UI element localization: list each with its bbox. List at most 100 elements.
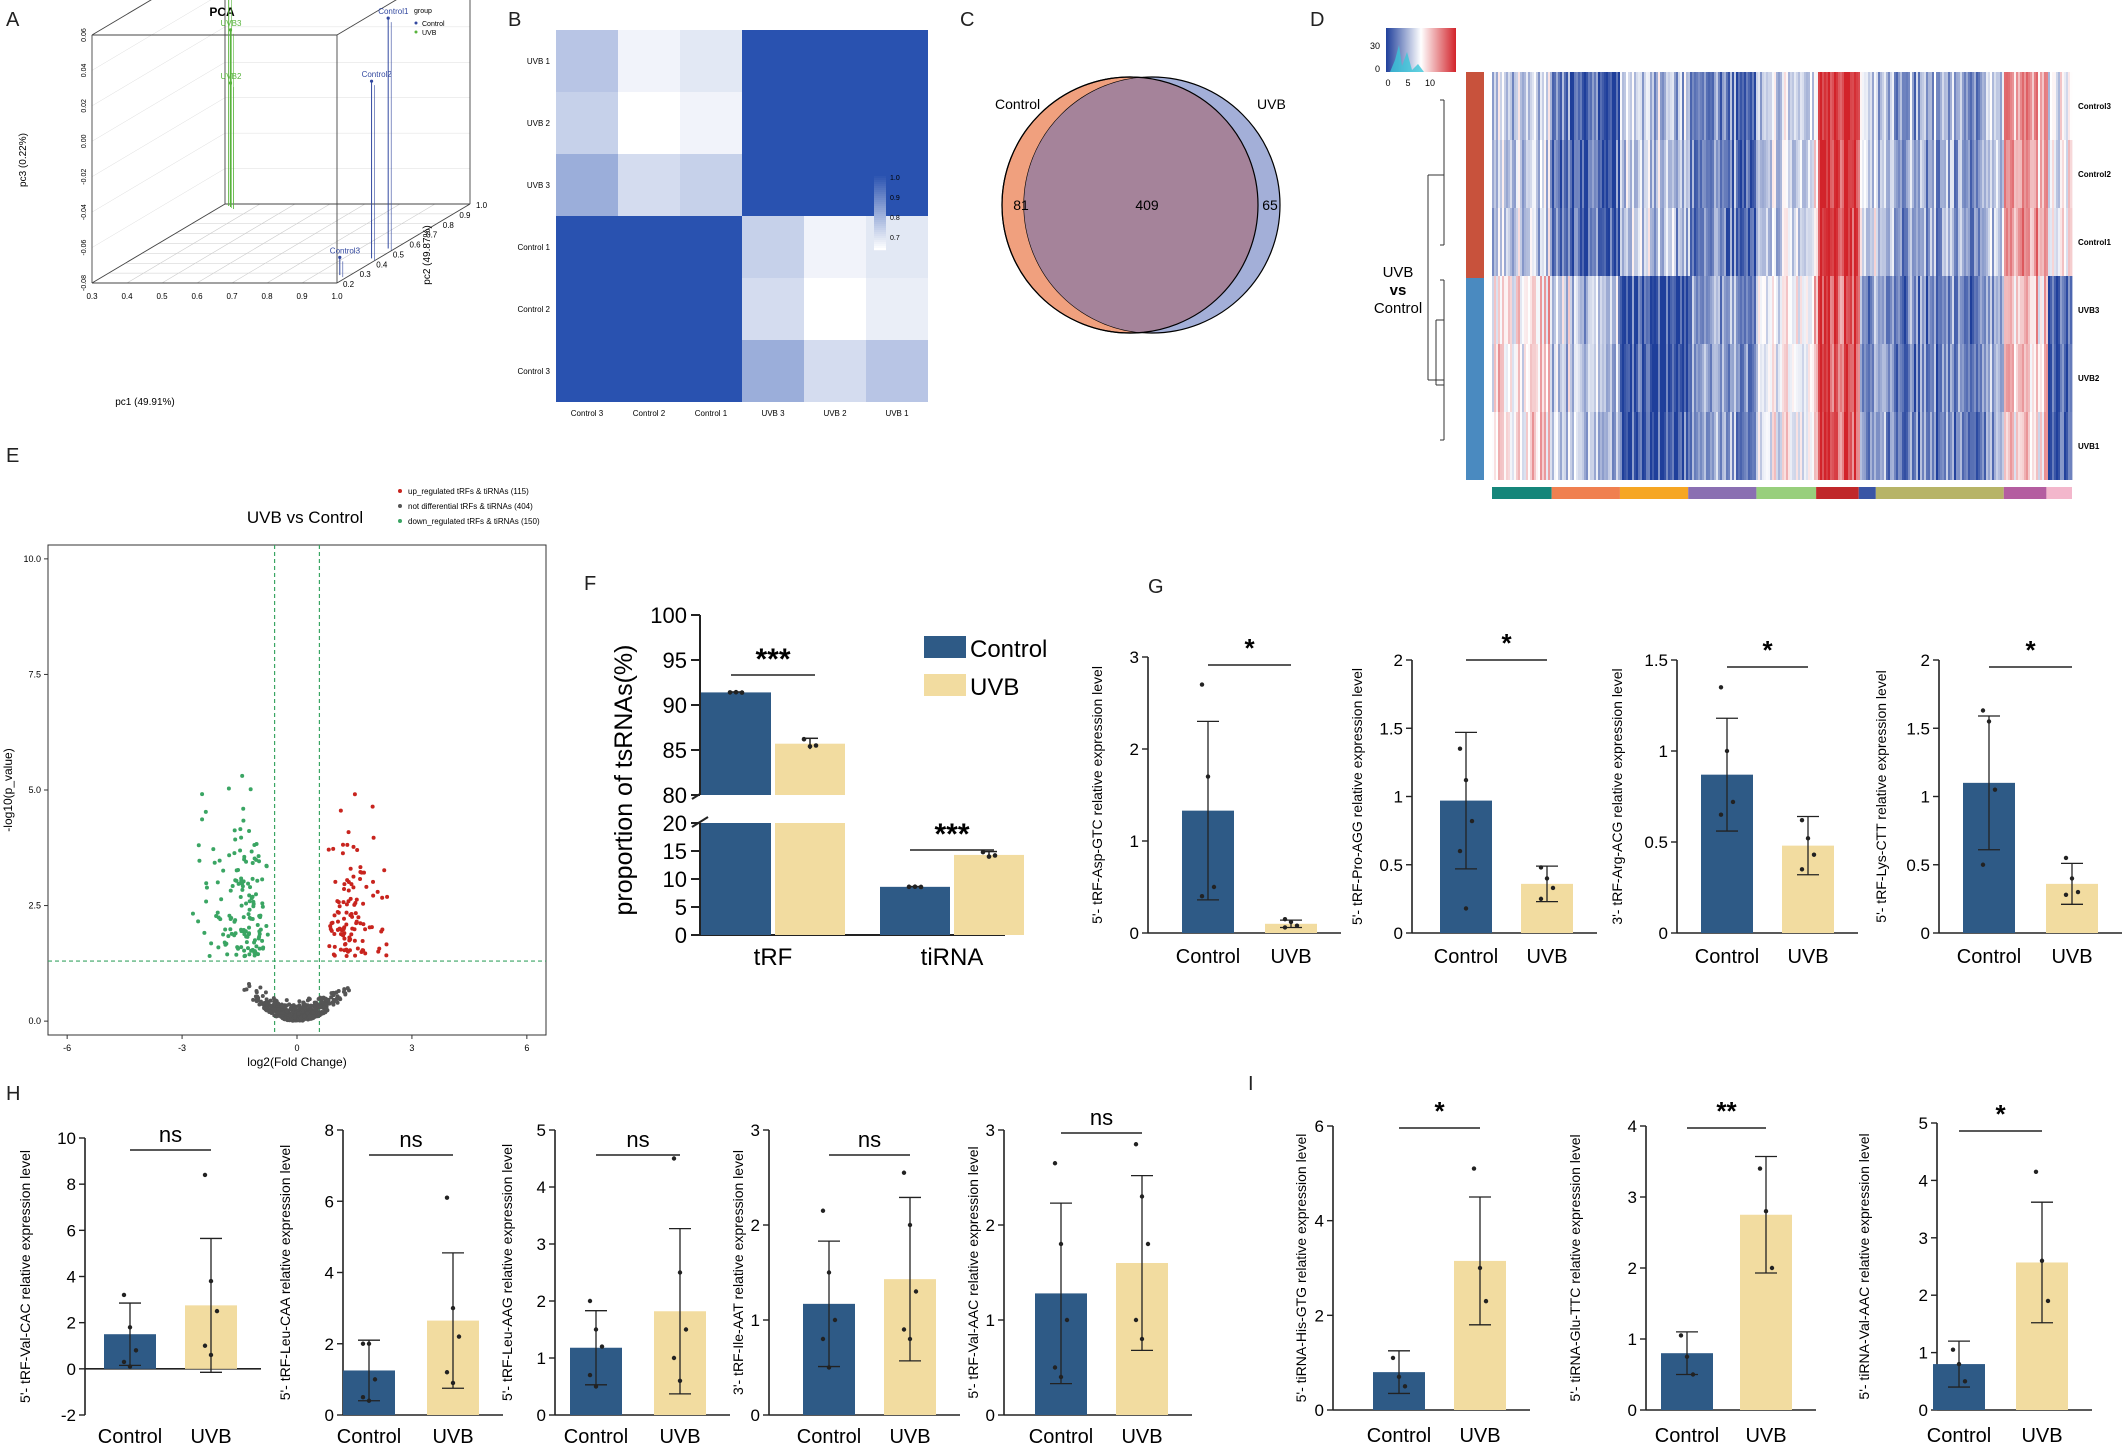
correlation-row-label: Control 2: [518, 305, 551, 314]
heat-cell: [1924, 344, 1927, 412]
heat-cell: [1690, 344, 1693, 412]
cluster-color-segment: [1858, 487, 1876, 499]
heat-cell: [1802, 276, 1805, 344]
heat-cell: [1678, 208, 1681, 276]
colorbar-tick: 0.7: [890, 235, 900, 242]
colorbar-step: [874, 238, 886, 241]
expression-point: [208, 1352, 214, 1358]
cluster-color-segment: [2003, 487, 2047, 499]
heat-cell: [1908, 72, 1911, 140]
heat-cell: [1896, 208, 1899, 276]
heat-cell: [1946, 344, 1949, 412]
heat-cell: [2016, 344, 2019, 412]
heat-cell: [1920, 276, 1923, 344]
heat-cell: [1606, 208, 1609, 276]
heat-cell: [1796, 72, 1799, 140]
heat-cell: [1936, 208, 1939, 276]
expression-ytick: 3: [1919, 1229, 1928, 1248]
expression-point: [1199, 894, 1205, 899]
heat-cell: [1560, 208, 1563, 276]
pca-point: [386, 16, 390, 20]
heat-cell: [1792, 208, 1795, 276]
heat-cell: [1720, 276, 1723, 344]
volcano-point-down: [264, 863, 269, 868]
heat-cell: [1628, 140, 1631, 208]
heat-cell: [1962, 208, 1965, 276]
heat-cell: [1882, 72, 1885, 140]
heat-cell: [1552, 412, 1555, 480]
heat-cell: [1674, 276, 1677, 344]
heat-cell: [1690, 276, 1693, 344]
heat-cell: [1820, 344, 1823, 412]
heat-cell: [1506, 208, 1509, 276]
venn-count-both: 409: [1135, 197, 1159, 213]
expression-ytick: 1: [537, 1349, 546, 1368]
heat-cell: [1594, 344, 1597, 412]
heat-cell: [1766, 344, 1769, 412]
volcano-point-not: [319, 997, 324, 1002]
heat-cell: [1644, 72, 1647, 140]
volcano-point-up: [344, 902, 349, 907]
heat-cell: [1572, 208, 1575, 276]
heat-cell: [1834, 344, 1837, 412]
volcano-point-up: [330, 920, 335, 925]
heat-cell: [1534, 72, 1537, 140]
heat-cell: [1682, 412, 1685, 480]
expression-point: [1457, 848, 1463, 854]
heat-cell: [2018, 140, 2021, 208]
legend-swatch-uvb: [924, 674, 966, 696]
heat-cell: [1908, 208, 1911, 276]
heat-cell: [1982, 140, 1985, 208]
cluster-row-label: UVB2: [2078, 374, 2100, 383]
heat-cell: [2024, 72, 2027, 140]
volcano-point-up: [371, 879, 376, 884]
expression-ylabel: 3'- tRF-Arg-ACG relative expression leve…: [1609, 668, 1625, 924]
colorbar-step: [874, 186, 886, 189]
heat-cell: [1800, 140, 1803, 208]
heat-cell: [1632, 344, 1635, 412]
volcano-point-down: [215, 910, 220, 915]
heat-cell: [1648, 412, 1651, 480]
heat-cell: [1496, 72, 1499, 140]
heat-cell: [1700, 276, 1703, 344]
heat-cell: [1954, 72, 1957, 140]
heat-cell: [1828, 412, 1831, 480]
expression-point: [820, 1208, 826, 1213]
heat-cell: [2070, 208, 2073, 276]
volcano-point-down: [215, 880, 220, 885]
heat-cell: [2044, 72, 2047, 140]
volcano-point-down: [252, 953, 257, 958]
heat-cell: [1554, 140, 1557, 208]
heat-cell: [1804, 140, 1807, 208]
heat-cell: [1920, 72, 1923, 140]
heat-cell: [1616, 412, 1619, 480]
heat-cell: [1558, 276, 1561, 344]
volcano-point-down: [233, 918, 238, 923]
heat-cell: [1758, 140, 1761, 208]
heat-cell: [1728, 208, 1731, 276]
proportion-point: [813, 743, 819, 748]
heat-cell: [1528, 140, 1531, 208]
heat-cell: [1648, 140, 1651, 208]
heat-cell: [1906, 140, 1909, 208]
heat-cell: [1870, 276, 1873, 344]
heat-cell: [1564, 412, 1567, 480]
heat-cell: [1574, 412, 1577, 480]
heat-cell: [1612, 276, 1615, 344]
heat-cell: [1862, 140, 1865, 208]
heat-cell: [1546, 344, 1549, 412]
heat-cell: [1784, 412, 1787, 480]
heat-cell: [1922, 140, 1925, 208]
heat-cell: [1888, 276, 1891, 344]
heat-cell: [2046, 140, 2049, 208]
heat-cell: [2004, 72, 2007, 140]
heat-cell: [2020, 208, 2023, 276]
volcano-point-up: [379, 929, 384, 934]
volcano-point-down: [255, 922, 260, 927]
colorbar-step: [874, 228, 886, 231]
heat-cell: [2060, 276, 2063, 344]
heat-cell: [1722, 72, 1725, 140]
proportion-bar: [880, 886, 950, 935]
expression-point: [587, 1298, 593, 1304]
heat-cell: [1684, 140, 1687, 208]
